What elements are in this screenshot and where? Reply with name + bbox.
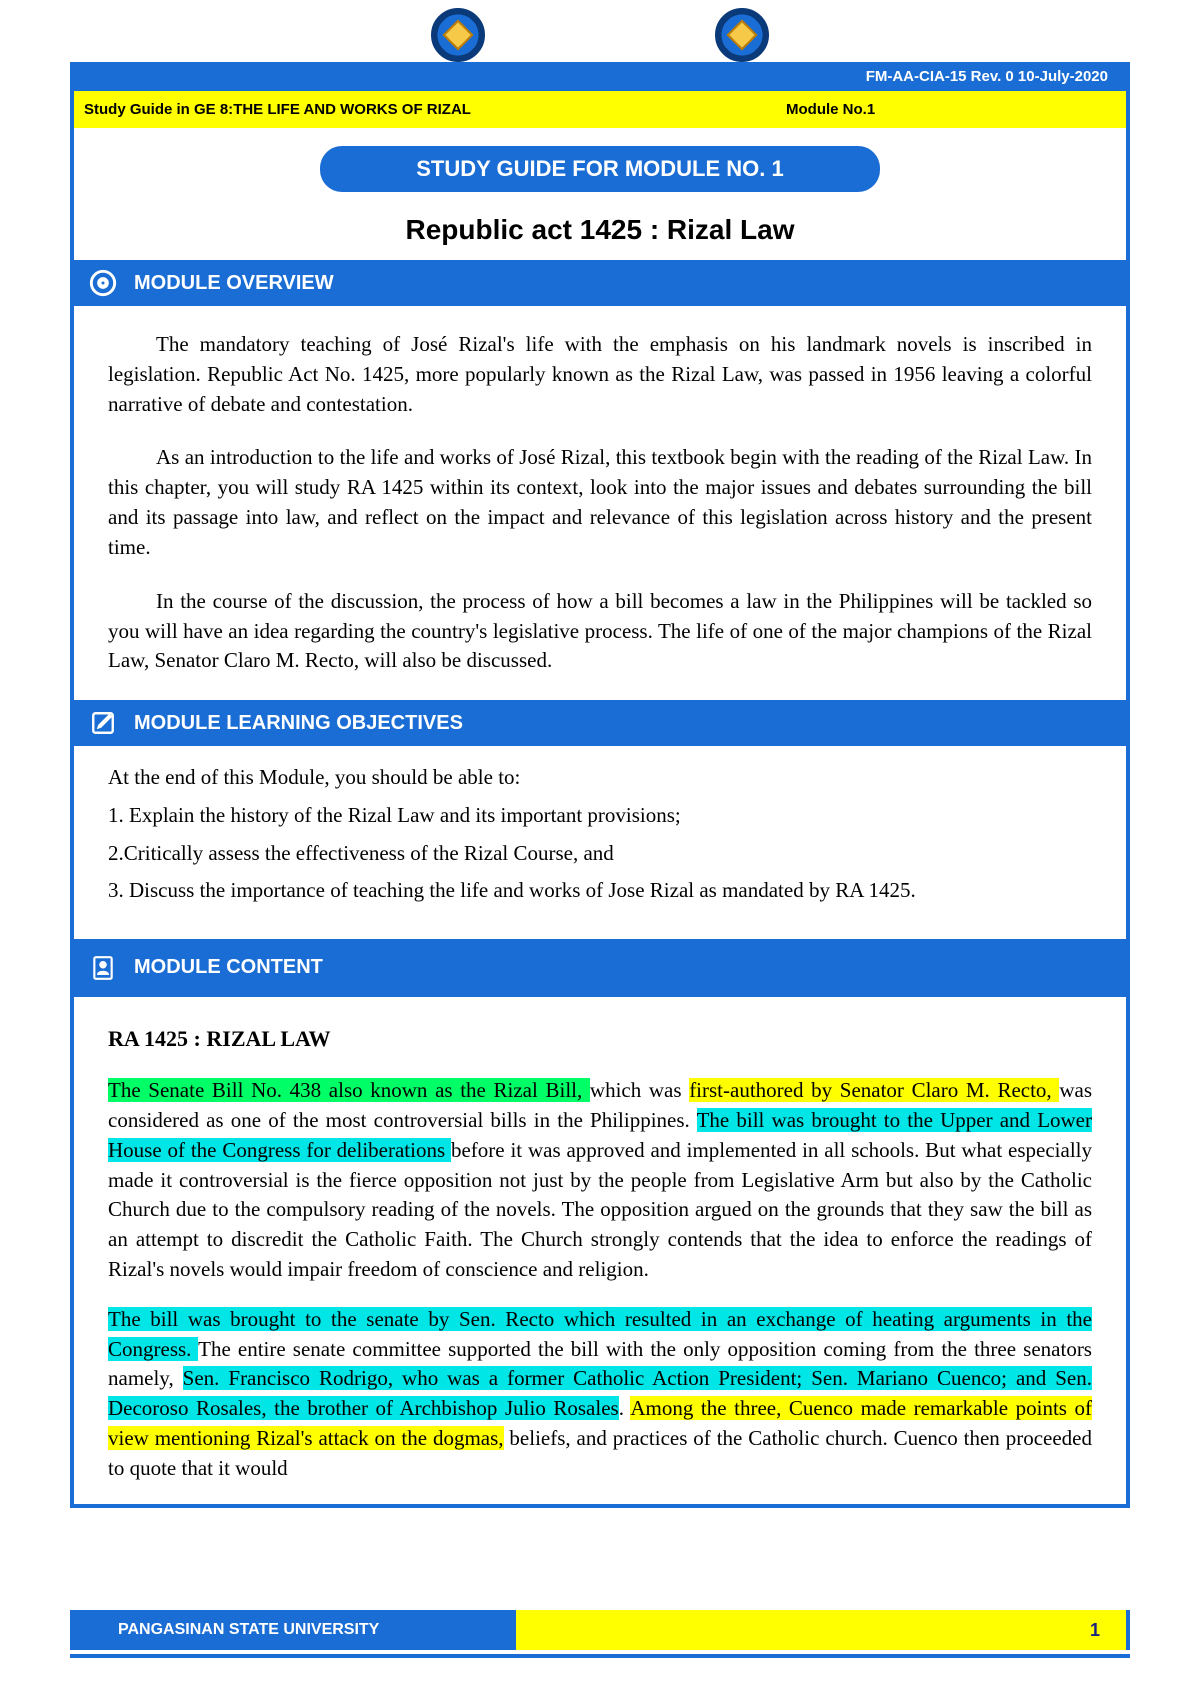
module-number: Module No.1 [786, 101, 1116, 118]
course-info-bar: Study Guide in GE 8:THE LIFE AND WORKS O… [74, 91, 1126, 128]
page-footer: PANGASINAN STATE UNIVERSITY 1 [70, 1610, 1130, 1650]
module-content-body: RA 1425 : RIZAL LAW The Senate Bill No. … [74, 997, 1126, 1484]
objective-item: 1. Explain the history of the Rizal Law … [108, 798, 1092, 834]
content-subheading: RA 1425 : RIZAL LAW [108, 1023, 1092, 1054]
logo-row [70, 0, 1130, 62]
text-run: . [619, 1396, 631, 1420]
main-title: Republic act 1425 : Rizal Law [74, 192, 1126, 260]
overview-section-bar: MODULE OVERVIEW [74, 260, 1126, 306]
document-code-bar: FM-AA-CIA-15 Rev. 0 10-July-2020 [74, 62, 1126, 91]
module-pill-title: STUDY GUIDE FOR MODULE NO. 1 [320, 146, 880, 192]
target-icon [88, 268, 118, 298]
objectives-section-bar: MODULE LEARNING OBJECTIVES [74, 700, 1126, 746]
profile-document-icon [88, 953, 118, 983]
text-run: first-authored by Senator Claro M. Recto… [689, 1078, 1059, 1102]
text-run: which was [590, 1078, 689, 1102]
overview-body: The mandatory teaching of José Rizal's l… [74, 306, 1126, 700]
page: FM-AA-CIA-15 Rev. 0 10-July-2020 Study G… [0, 0, 1200, 1698]
overview-label: MODULE OVERVIEW [134, 272, 334, 295]
content-section-bar: MODULE CONTENT [74, 939, 1126, 997]
content-label: MODULE CONTENT [134, 956, 323, 979]
overview-paragraph: As an introduction to the life and works… [108, 443, 1092, 562]
objectives-label: MODULE LEARNING OBJECTIVES [134, 712, 463, 735]
content-frame: FM-AA-CIA-15 Rev. 0 10-July-2020 Study G… [70, 62, 1130, 1508]
university-seal-icon [715, 8, 769, 62]
text-run: The Senate Bill No. 438 also known as th… [108, 1078, 590, 1102]
objectives-intro: At the end of this Module, you should be… [108, 760, 1092, 796]
bottom-border [70, 1654, 1130, 1658]
overview-paragraph: The mandatory teaching of José Rizal's l… [108, 330, 1092, 419]
course-info-left: Study Guide in GE 8:THE LIFE AND WORKS O… [84, 101, 786, 118]
document-code: FM-AA-CIA-15 Rev. 0 10-July-2020 [866, 68, 1108, 85]
content-paragraph: The Senate Bill No. 438 also known as th… [108, 1076, 1092, 1285]
objectives-list: At the end of this Module, you should be… [74, 746, 1126, 939]
objective-item: 3. Discuss the importance of teaching th… [108, 873, 1092, 909]
footer-university: PANGASINAN STATE UNIVERSITY [74, 1610, 516, 1650]
content-paragraph: The bill was brought to the senate by Se… [108, 1305, 1092, 1484]
university-seal-icon [431, 8, 485, 62]
objective-item: 2.Critically assess the effectiveness of… [108, 836, 1092, 872]
footer-page-number: 1 [516, 1610, 1126, 1650]
overview-paragraph: In the course of the discussion, the pro… [108, 587, 1092, 676]
edit-icon [88, 708, 118, 738]
course-title: THE LIFE AND WORKS OF RIZAL [233, 101, 471, 118]
guide-prefix: Study Guide in GE 8: [84, 101, 233, 118]
